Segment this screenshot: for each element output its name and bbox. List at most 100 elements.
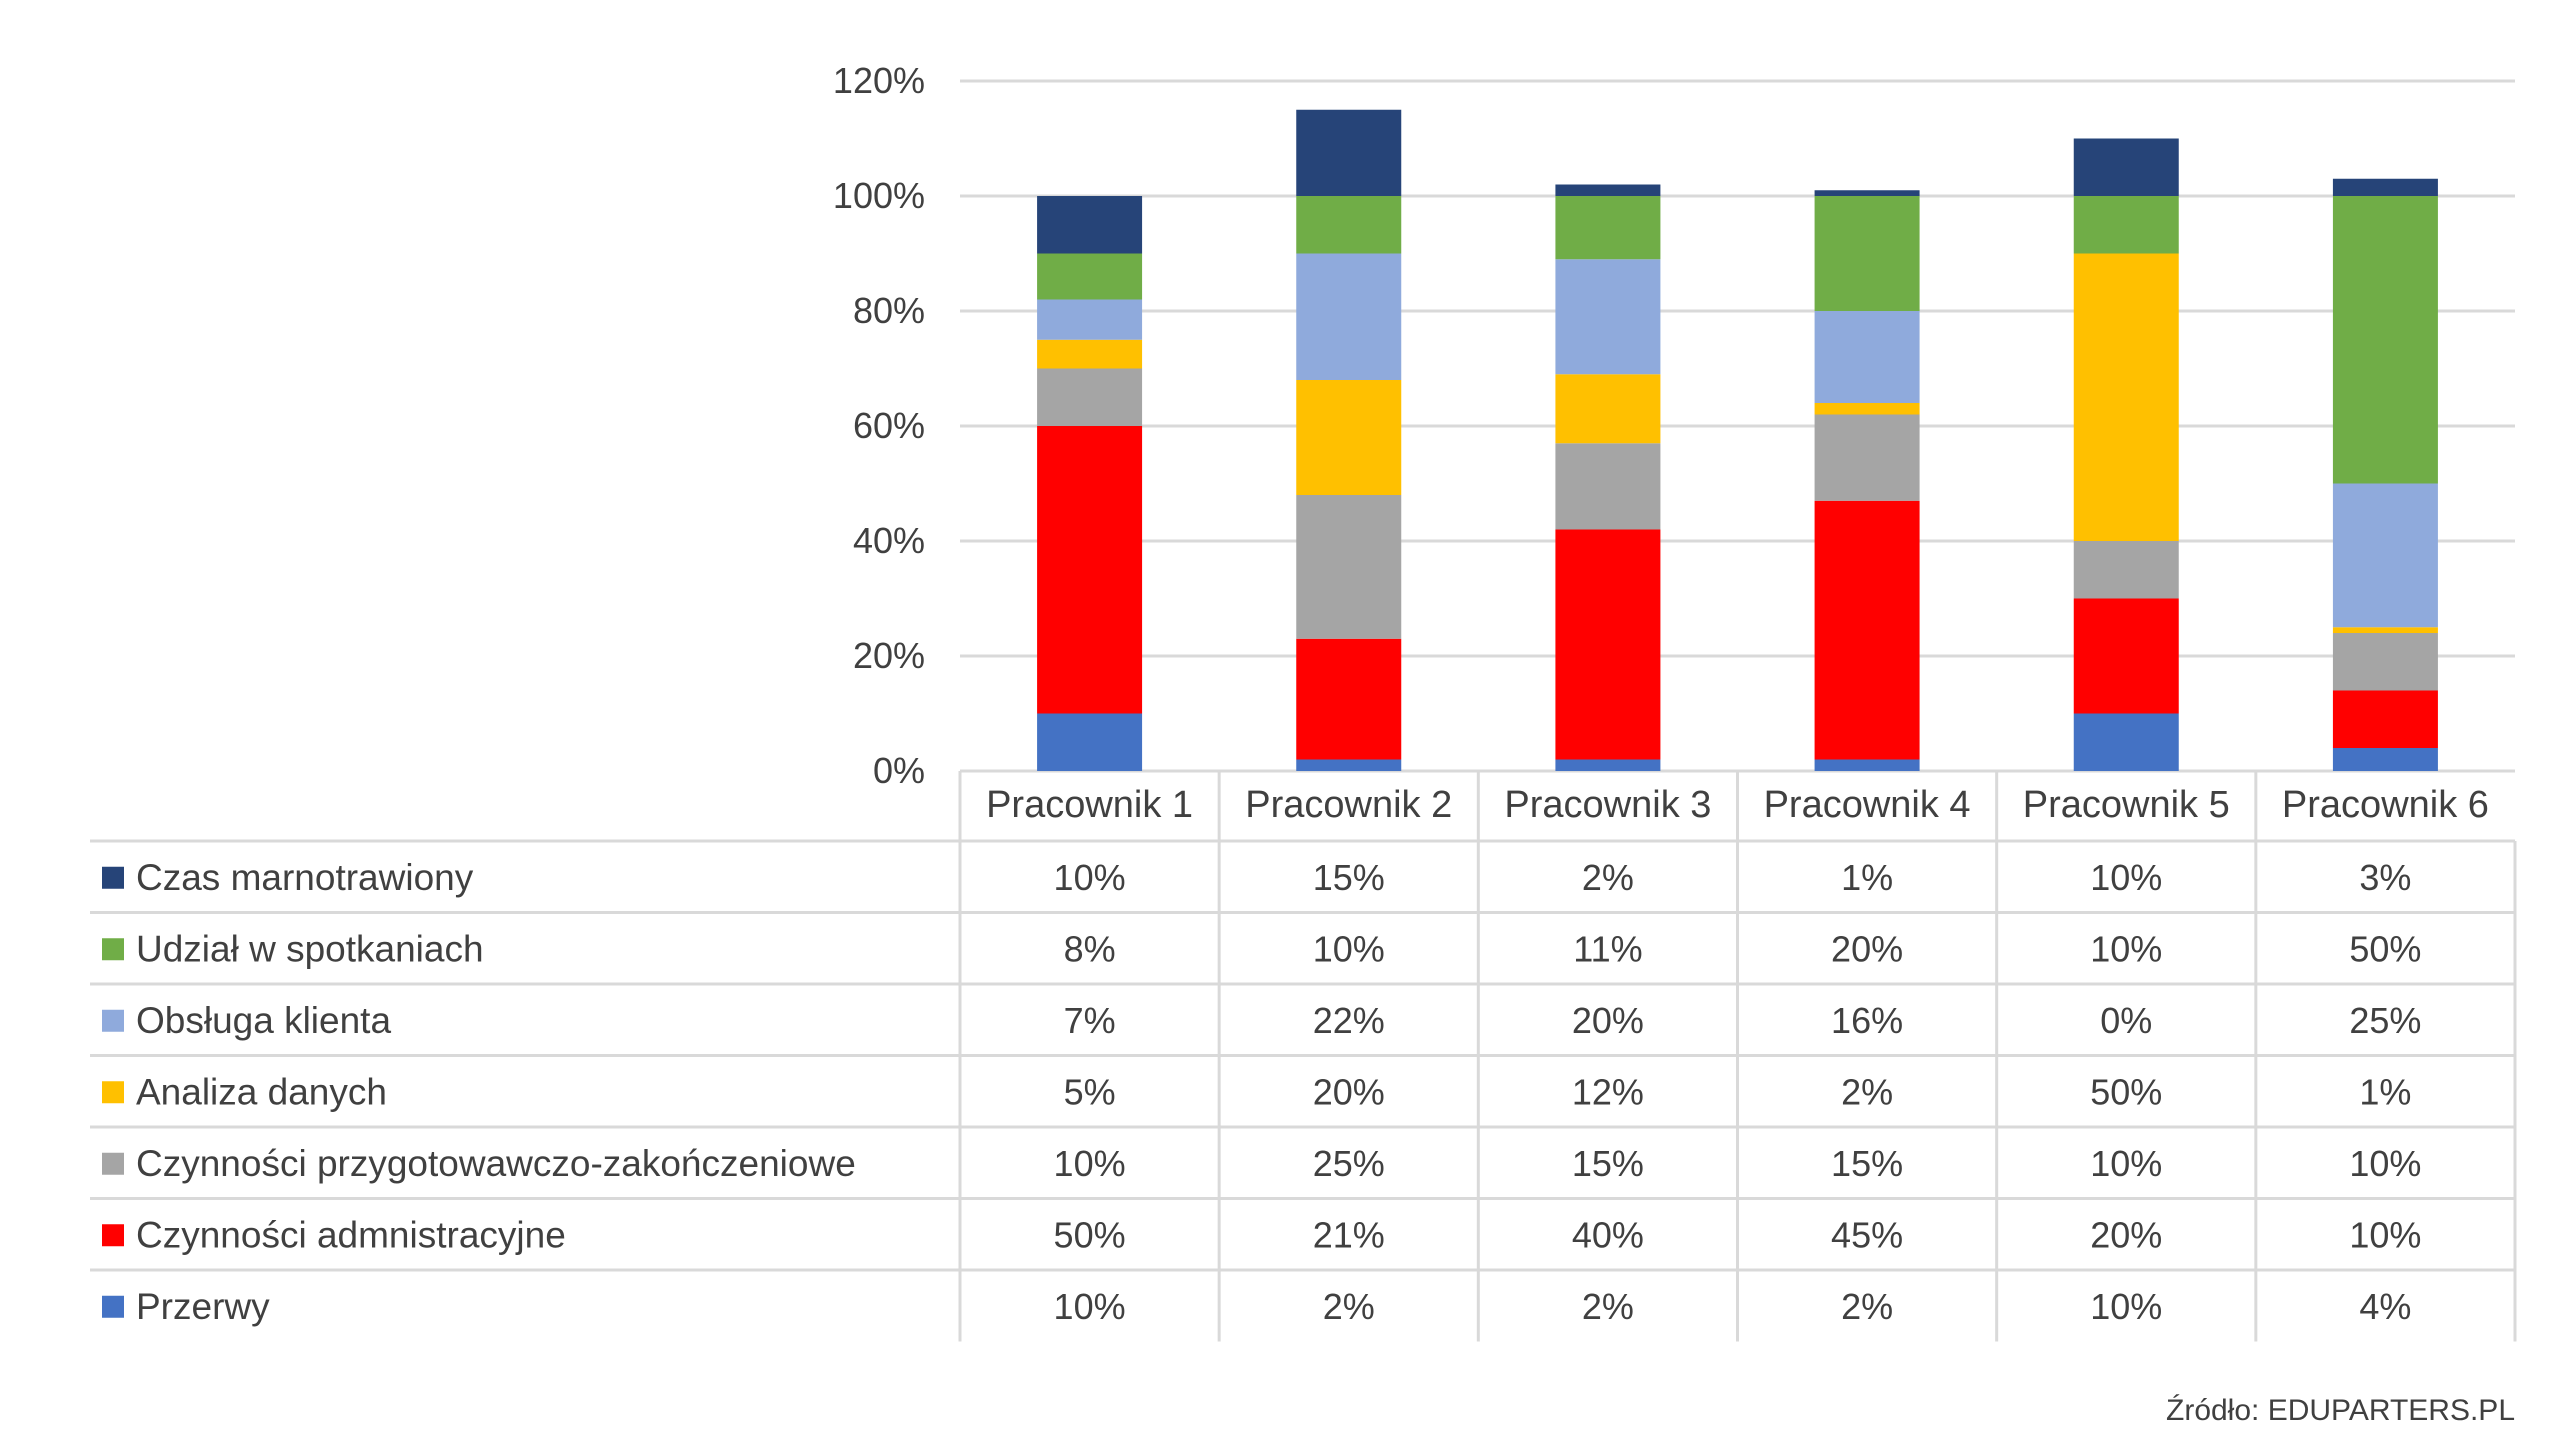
bar-segment bbox=[1037, 426, 1143, 714]
category-label: Pracownik 5 bbox=[2023, 784, 2230, 826]
data-table: Pracownik 1 Pracownik 2 Pracownik 3 Pracown… bbox=[90, 771, 2517, 1342]
bar-segment bbox=[2073, 598, 2179, 714]
table-cell: 10% bbox=[2090, 857, 2162, 898]
y-tick-label: 20% bbox=[853, 635, 925, 676]
legend-key bbox=[102, 1295, 124, 1318]
table-cell: 10% bbox=[1054, 1143, 1126, 1184]
table-cell: 1% bbox=[1841, 857, 1893, 898]
y-tick-label: 0% bbox=[873, 750, 925, 791]
bar-segment bbox=[1296, 495, 1402, 639]
table-cell: 0% bbox=[2100, 1000, 2152, 1041]
bar-segment bbox=[2332, 196, 2438, 484]
table-cell: 20% bbox=[1313, 1071, 1385, 1112]
bar-segment bbox=[1814, 190, 1920, 196]
table-cell: 10% bbox=[1054, 1286, 1126, 1327]
source-note: Źródło: EDUPARTERS.PL bbox=[2166, 1394, 2515, 1427]
table-cell: 10% bbox=[2349, 1143, 2421, 1184]
table-cell: 50% bbox=[2090, 1071, 2162, 1112]
bar-segment bbox=[2073, 138, 2179, 196]
bar-segment bbox=[1555, 184, 1661, 196]
row-label: Czynności przygotowawczo-zakończeniowe bbox=[136, 1143, 856, 1184]
bar-segment bbox=[2332, 627, 2438, 633]
table-cell: 10% bbox=[2090, 1286, 2162, 1327]
bar-segment bbox=[1037, 713, 1143, 771]
gridlines bbox=[960, 79, 2515, 773]
bar-segment bbox=[1037, 339, 1143, 369]
table-cell: 15% bbox=[1831, 1143, 1903, 1184]
table-cell: 15% bbox=[1313, 857, 1385, 898]
table-cell: 10% bbox=[2349, 1214, 2421, 1255]
bar-segment bbox=[1814, 403, 1920, 415]
bar-segment bbox=[1555, 374, 1661, 444]
table-cell: 3% bbox=[2359, 857, 2411, 898]
bar-segment bbox=[1296, 109, 1402, 196]
bar-segment bbox=[1296, 196, 1402, 254]
table-cell: 2% bbox=[1841, 1071, 1893, 1112]
table-cell: 16% bbox=[1831, 1000, 1903, 1041]
y-tick-label: 100% bbox=[833, 175, 925, 216]
table-cell: 10% bbox=[1054, 857, 1126, 898]
category-label: Pracownik 4 bbox=[1764, 784, 1971, 826]
bar-segment bbox=[2073, 713, 2179, 771]
y-tick-label: 80% bbox=[853, 290, 925, 331]
table-cell: 15% bbox=[1572, 1143, 1644, 1184]
category-label: Pracownik 2 bbox=[1245, 784, 1452, 826]
bar-segment bbox=[1814, 311, 1920, 403]
table-cell: 5% bbox=[1064, 1071, 1116, 1112]
bar-segment bbox=[1555, 529, 1661, 760]
legend-key bbox=[102, 1152, 124, 1175]
table-cell: 2% bbox=[1582, 1286, 1634, 1327]
table-cell: 21% bbox=[1313, 1214, 1385, 1255]
row-label: Przerwy bbox=[136, 1286, 270, 1327]
table-cell: 2% bbox=[1323, 1286, 1375, 1327]
category-label: Pracownik 1 bbox=[986, 784, 1193, 826]
row-label: Czynności admnistracyjne bbox=[136, 1214, 566, 1255]
bar-segment bbox=[1814, 196, 1920, 311]
bar-segment bbox=[1814, 500, 1920, 760]
bar-segment bbox=[2332, 178, 2438, 196]
y-tick-label: 120% bbox=[833, 60, 925, 101]
y-axis-ticks: 0% 20% 40% 60% 80% 100% 120% bbox=[833, 60, 925, 791]
table-cell: 4% bbox=[2359, 1286, 2411, 1327]
table-cell: 20% bbox=[1831, 928, 1903, 969]
y-tick-label: 60% bbox=[853, 405, 925, 446]
bar-segment bbox=[2073, 541, 2179, 599]
table-cell: 50% bbox=[1054, 1214, 1126, 1255]
bar-segment bbox=[1296, 380, 1402, 495]
bar-segment bbox=[2073, 253, 2179, 541]
bar-segment bbox=[1037, 196, 1143, 254]
legend-key bbox=[102, 1224, 124, 1247]
table-cell: 2% bbox=[1582, 857, 1634, 898]
table-cell: 7% bbox=[1064, 1000, 1116, 1041]
bar-segment bbox=[1296, 638, 1402, 760]
table-cell: 11% bbox=[1573, 928, 1642, 969]
row-label: Analiza danych bbox=[136, 1071, 387, 1112]
row-label: Udział w spotkaniach bbox=[136, 928, 484, 969]
table-cell: 25% bbox=[1313, 1143, 1385, 1184]
bar-segment bbox=[2332, 483, 2438, 628]
bar-segment bbox=[1814, 759, 1920, 771]
table-cell: 20% bbox=[2090, 1214, 2162, 1255]
bar-segment bbox=[1037, 368, 1143, 426]
y-tick-label: 40% bbox=[853, 520, 925, 561]
table-cell: 10% bbox=[2090, 928, 2162, 969]
bar-segment bbox=[1296, 759, 1402, 771]
bar-segment bbox=[1814, 414, 1920, 501]
category-label: Pracownik 3 bbox=[1504, 784, 1711, 826]
table-cell: 40% bbox=[1572, 1214, 1644, 1255]
table-cell: 20% bbox=[1572, 1000, 1644, 1041]
table-cell: 10% bbox=[1313, 928, 1385, 969]
category-label: Pracownik 6 bbox=[2282, 784, 2489, 826]
bar-segment bbox=[1555, 443, 1661, 530]
bar-segment bbox=[1555, 196, 1661, 260]
bar-segment bbox=[2332, 633, 2438, 691]
legend-key bbox=[102, 866, 124, 889]
table-cell: 1% bbox=[2359, 1071, 2411, 1112]
table-cell: 12% bbox=[1572, 1071, 1644, 1112]
table-cell: 45% bbox=[1831, 1214, 1903, 1255]
table-cell: 2% bbox=[1841, 1286, 1893, 1327]
table-cell: 8% bbox=[1064, 928, 1116, 969]
bar-segment bbox=[1555, 259, 1661, 375]
table-cell: 10% bbox=[2090, 1143, 2162, 1184]
